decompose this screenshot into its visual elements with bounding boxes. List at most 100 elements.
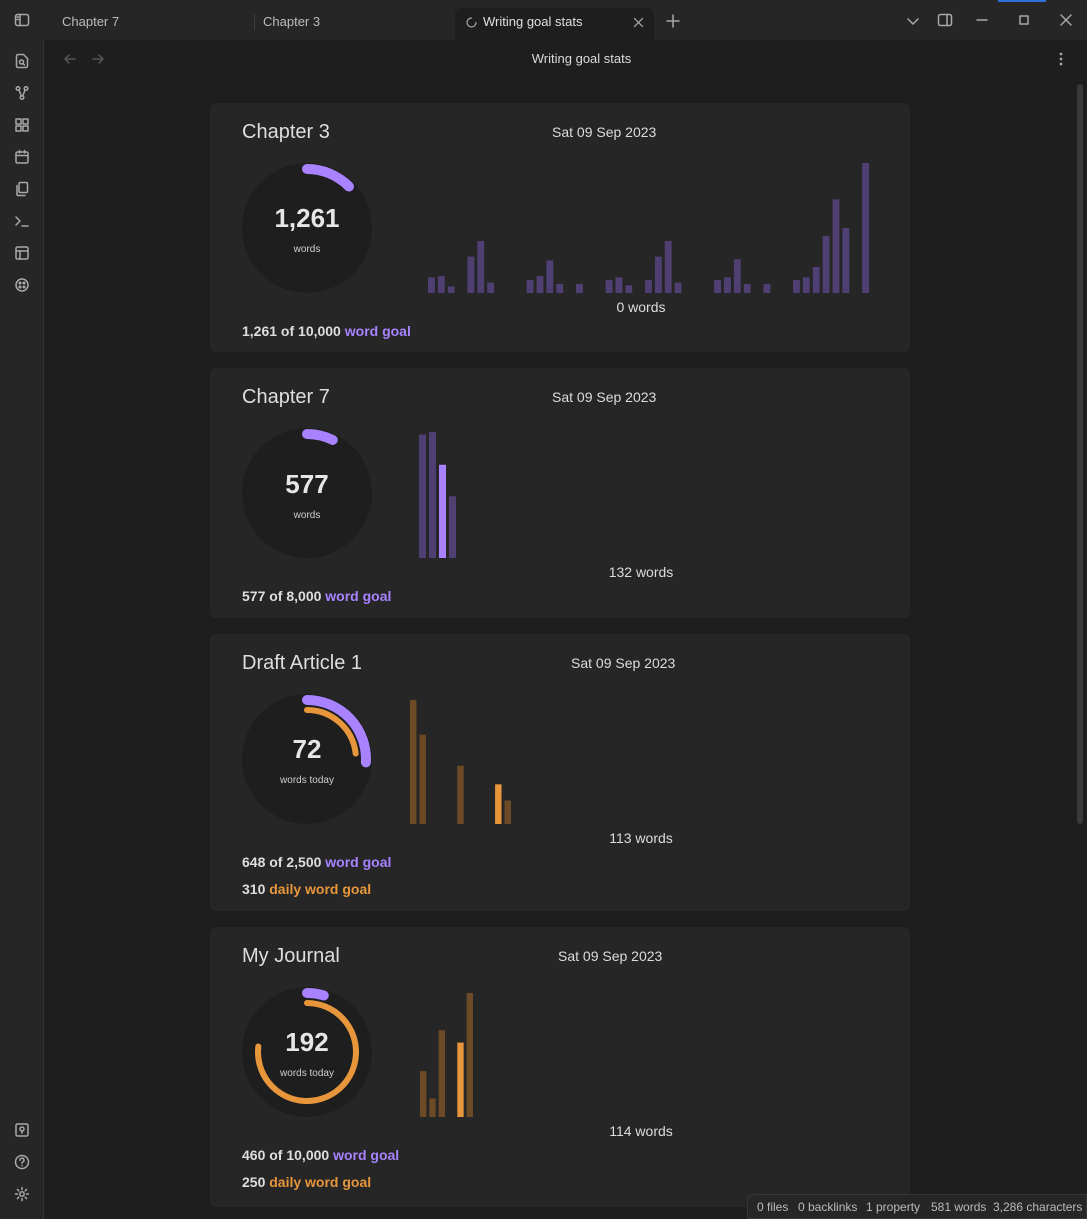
- file-search-icon[interactable]: [14, 53, 30, 69]
- scrollbar[interactable]: [1077, 84, 1083, 824]
- status-characters[interactable]: 3,286 characters: [993, 1200, 1083, 1214]
- copy-files-icon[interactable]: [14, 181, 30, 197]
- word-count: 72: [292, 734, 322, 764]
- bar-word-label: 132 words: [608, 564, 674, 580]
- history-bar: [664, 241, 672, 293]
- word-count: 1,261: [274, 203, 340, 233]
- history-bar: [419, 434, 426, 558]
- help-icon[interactable]: [14, 1154, 30, 1170]
- tab-separator: [254, 14, 255, 30]
- history-bar: [495, 784, 502, 824]
- history-bar-chart: [420, 993, 473, 1117]
- history-bar: [526, 280, 534, 293]
- tab-chapter-3[interactable]: Chapter 3: [263, 14, 321, 29]
- history-bar: [714, 280, 721, 293]
- settings-gear-icon[interactable]: [14, 1186, 30, 1202]
- history-bar: [437, 276, 445, 293]
- history-bar: [449, 496, 456, 558]
- history-bar: [842, 228, 850, 293]
- new-tab-icon[interactable]: [665, 13, 681, 29]
- right-sidebar-toggle-icon[interactable]: [937, 12, 953, 28]
- sidebar-toggle-icon[interactable]: [14, 12, 30, 28]
- daily-goal-line: 310 daily word goal: [242, 881, 372, 897]
- word-goal-arc: [302, 695, 371, 768]
- history-bar-chart: [428, 163, 869, 293]
- history-bar: [832, 199, 840, 293]
- word-goal-arc: [302, 429, 338, 445]
- history-bar: [447, 286, 455, 293]
- history-bar: [438, 1030, 445, 1117]
- card-title: Chapter 3: [242, 121, 330, 143]
- goal-card-chapter-3: Chapter 3 Sat 09 Sep 2023 1,261 words 0 …: [210, 103, 910, 352]
- history-bar: [546, 260, 554, 293]
- card-date: Sat 09 Sep 2023: [552, 389, 657, 405]
- history-bar: [802, 277, 810, 293]
- history-bar: [793, 280, 800, 293]
- tab-writing-goal-stats[interactable]: Writing goal stats: [455, 8, 654, 40]
- status-properties[interactable]: 1 property: [866, 1200, 921, 1214]
- bar-word-label: 113 words: [609, 830, 673, 846]
- history-bar: [504, 800, 511, 824]
- progress-ring: [242, 163, 372, 293]
- word-goal-arc: [302, 988, 329, 1001]
- goal-card-draft-article-1: Draft Article 1 Sat 09 Sep 2023 72 words…: [210, 634, 910, 911]
- ring-background: [242, 428, 372, 558]
- word-count-label: words today: [280, 775, 334, 786]
- status-backlinks[interactable]: 0 backlinks: [798, 1200, 858, 1214]
- canvas-icon[interactable]: [14, 117, 30, 133]
- history-bar: [812, 267, 820, 293]
- status-bar: 0 files 0 backlinks 1 property 581 words…: [747, 1194, 1087, 1219]
- card-title: Chapter 7: [242, 386, 330, 408]
- history-bar: [674, 282, 682, 293]
- history-bar: [420, 1071, 427, 1117]
- chevron-down-icon[interactable]: [905, 13, 921, 29]
- layout-icon[interactable]: [14, 245, 30, 261]
- card-date: Sat 09 Sep 2023: [552, 124, 657, 140]
- goal-card-my-journal: My Journal Sat 09 Sep 2023 192 words tod…: [210, 927, 910, 1207]
- ring-background: [242, 694, 372, 824]
- history-bar: [410, 700, 417, 824]
- maximize-icon[interactable]: [1016, 12, 1032, 28]
- calendar-icon[interactable]: [14, 149, 30, 165]
- vault-icon[interactable]: [14, 1122, 30, 1138]
- word-goal-line: 577 of 8,000 word goal: [242, 588, 392, 604]
- forward-arrow-icon[interactable]: [90, 51, 106, 67]
- bar-word-label: 0 words: [616, 299, 666, 315]
- history-bar: [429, 1098, 436, 1117]
- word-goal-arc: [302, 164, 355, 192]
- history-bar: [862, 163, 869, 293]
- more-options-icon[interactable]: [1053, 51, 1069, 67]
- minimize-icon[interactable]: [974, 12, 990, 28]
- graph-view-icon[interactable]: [14, 85, 30, 101]
- back-arrow-icon[interactable]: [62, 51, 78, 67]
- tab-chapter-7[interactable]: Chapter 7: [62, 14, 120, 29]
- status-words[interactable]: 581 words: [931, 1200, 987, 1214]
- progress-ring: [242, 694, 372, 824]
- card-date: Sat 09 Sep 2023: [571, 655, 676, 671]
- ring-background: [242, 987, 372, 1117]
- history-bar: [605, 280, 613, 293]
- word-goal-line: 1,261 of 10,000 word goal: [242, 323, 411, 339]
- history-bar: [457, 1042, 464, 1117]
- left-ribbon: [0, 40, 44, 1219]
- palette-icon[interactable]: [14, 277, 30, 293]
- history-bar-chart: [410, 700, 511, 824]
- daily-goal-arc: [304, 707, 359, 757]
- progress-ring: [242, 428, 372, 558]
- terminal-icon[interactable]: [14, 213, 30, 229]
- accent-line: [998, 0, 1046, 2]
- close-window-icon[interactable]: [1058, 12, 1074, 28]
- history-bar: [724, 277, 731, 293]
- card-title: Draft Article 1: [242, 652, 363, 674]
- history-bar: [576, 283, 583, 293]
- history-bar: [536, 276, 544, 293]
- history-bar: [428, 277, 435, 293]
- history-bar: [467, 256, 475, 293]
- close-tab-icon[interactable]: [630, 14, 646, 30]
- progress-ring: [242, 987, 372, 1117]
- goal-card-chapter-7: Chapter 7 Sat 09 Sep 2023 577 words 132 …: [210, 368, 910, 618]
- history-bar-chart: [419, 432, 456, 558]
- history-bar: [654, 256, 662, 293]
- status-files[interactable]: 0 files: [757, 1200, 789, 1214]
- history-bar: [645, 280, 652, 293]
